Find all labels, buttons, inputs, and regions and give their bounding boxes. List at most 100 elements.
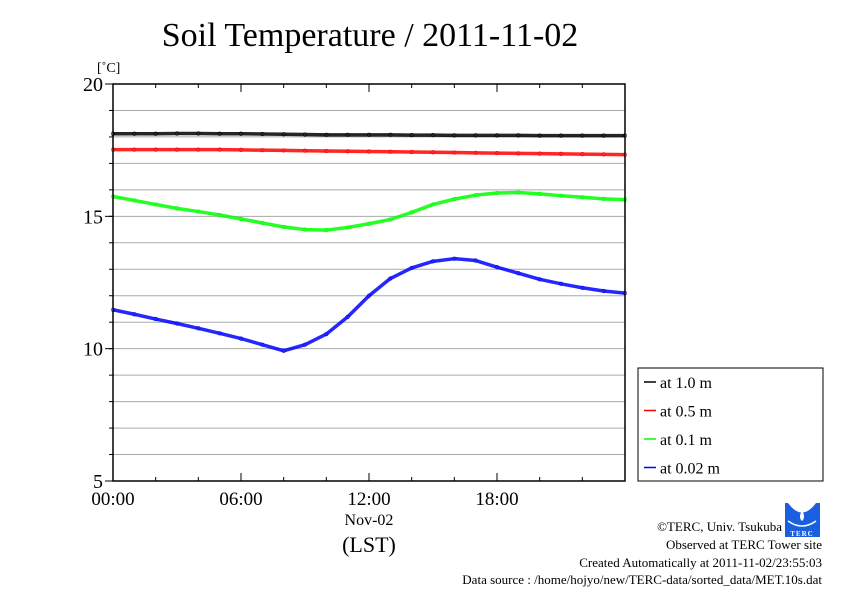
data-point bbox=[217, 147, 222, 152]
data-point bbox=[473, 150, 478, 155]
data-point bbox=[345, 225, 350, 230]
data-point bbox=[196, 131, 201, 136]
data-point bbox=[601, 196, 606, 201]
y-tick-label: 20 bbox=[83, 74, 103, 96]
data-point bbox=[580, 195, 585, 200]
data-point bbox=[537, 151, 542, 156]
x-tick-label: 00:00 bbox=[91, 489, 134, 510]
data-point bbox=[302, 342, 308, 347]
data-point bbox=[366, 221, 372, 226]
data-point bbox=[153, 316, 158, 322]
data-point bbox=[302, 227, 308, 232]
data-point bbox=[558, 193, 564, 198]
legend-label: at 1.0 m bbox=[660, 375, 713, 392]
x-tick-label: 06:00 bbox=[219, 489, 262, 510]
legend-label: at 0.5 m bbox=[660, 404, 713, 421]
data-point bbox=[132, 131, 137, 136]
data-point bbox=[153, 147, 158, 152]
data-point bbox=[516, 271, 521, 276]
data-point bbox=[217, 131, 222, 136]
series-line bbox=[113, 147, 626, 157]
data-point bbox=[281, 348, 286, 353]
data-point bbox=[473, 258, 478, 263]
data-point bbox=[217, 331, 222, 336]
data-point bbox=[238, 131, 244, 136]
data-point bbox=[601, 152, 606, 157]
data-point bbox=[473, 133, 478, 138]
data-point bbox=[452, 256, 457, 261]
data-point bbox=[580, 133, 585, 138]
data-point bbox=[516, 151, 521, 156]
terc-logo: TERC bbox=[785, 503, 820, 538]
data-point bbox=[366, 149, 372, 154]
data-point bbox=[132, 198, 137, 203]
data-point bbox=[281, 132, 286, 137]
data-point bbox=[324, 332, 329, 337]
data-point bbox=[558, 281, 564, 286]
data-point bbox=[217, 212, 222, 218]
data-point bbox=[238, 336, 244, 341]
data-point bbox=[430, 202, 436, 207]
data-point bbox=[430, 150, 436, 155]
series-line bbox=[113, 131, 625, 138]
data-point bbox=[388, 276, 393, 281]
data-point bbox=[494, 265, 500, 270]
data-point bbox=[388, 217, 393, 222]
data-source-text: Data source : /home/hojyo/new/TERC-data/… bbox=[462, 572, 822, 587]
data-point bbox=[430, 132, 436, 138]
data-point bbox=[516, 133, 521, 138]
chart-title: Soil Temperature / 2011-11-02 bbox=[162, 17, 579, 54]
data-point bbox=[516, 190, 521, 195]
x-date-label: Nov-02 bbox=[345, 512, 394, 529]
data-point bbox=[409, 265, 414, 271]
series-line bbox=[112, 256, 626, 353]
data-point bbox=[388, 132, 393, 137]
data-point bbox=[132, 312, 137, 317]
legend-label: at 0.1 m bbox=[660, 432, 713, 449]
data-point bbox=[302, 148, 308, 153]
y-tick-label: 10 bbox=[83, 339, 103, 361]
created-text: Created Automatically at 2011-11-02/23:5… bbox=[579, 555, 822, 570]
data-point bbox=[174, 131, 180, 136]
data-point bbox=[174, 147, 180, 152]
data-point bbox=[558, 151, 564, 156]
data-point bbox=[260, 342, 265, 347]
y-tick-label: 15 bbox=[83, 206, 103, 228]
data-point bbox=[473, 193, 478, 198]
data-point bbox=[430, 259, 436, 264]
legend-box bbox=[637, 367, 824, 482]
data-point bbox=[494, 190, 500, 196]
data-point bbox=[601, 133, 606, 138]
data-point bbox=[174, 206, 180, 211]
data-point bbox=[580, 152, 585, 157]
data-point bbox=[537, 191, 542, 196]
data-point bbox=[132, 147, 137, 152]
x-tick-label: 18:00 bbox=[475, 489, 518, 510]
y-tick-label: 5 bbox=[93, 471, 103, 493]
series-line bbox=[112, 190, 626, 232]
data-point bbox=[537, 277, 542, 282]
data-point bbox=[174, 321, 180, 326]
x-tick-label: 12:00 bbox=[347, 489, 390, 510]
data-point bbox=[302, 132, 308, 137]
data-point bbox=[558, 133, 564, 138]
data-point bbox=[260, 220, 265, 226]
data-point bbox=[324, 132, 329, 137]
x-axis-label: (LST) bbox=[342, 532, 396, 557]
data-point bbox=[153, 202, 158, 207]
data-point bbox=[281, 224, 286, 230]
copyright-text: ©TERC, Univ. Tsukuba bbox=[657, 519, 782, 534]
data-point bbox=[494, 133, 500, 138]
data-point bbox=[409, 132, 414, 138]
observed-text: Observed at TERC Tower site bbox=[665, 537, 822, 552]
data-point bbox=[366, 132, 372, 137]
data-point bbox=[196, 209, 201, 214]
data-point bbox=[345, 314, 350, 320]
data-point bbox=[494, 150, 500, 156]
data-point bbox=[537, 133, 542, 138]
data-point bbox=[324, 227, 329, 233]
data-point bbox=[260, 148, 265, 153]
data-point bbox=[260, 131, 265, 137]
data-point bbox=[196, 326, 201, 331]
legend-label: at 0.02 m bbox=[660, 461, 721, 478]
